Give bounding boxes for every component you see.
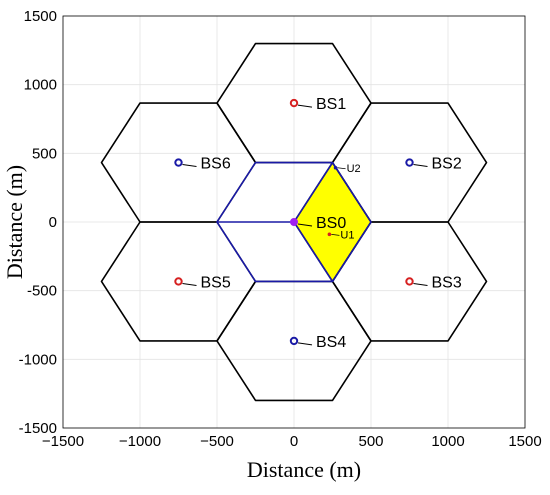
user-pointer-u2 (337, 167, 346, 170)
x-tick-label: 500 (358, 433, 383, 450)
y-tick-label: 1500 (24, 8, 57, 25)
user-pointer-u1 (331, 233, 340, 236)
label-pointer-bs6 (182, 164, 197, 168)
label-pointer-bs1 (297, 104, 313, 108)
x-tick-label: 1500 (508, 433, 541, 450)
y-tick-label: -1500 (19, 420, 57, 437)
label-bs5: BS5 (201, 274, 231, 291)
x-tick-label: 1000 (431, 433, 464, 450)
label-pointer-bs4 (297, 342, 313, 346)
center-cell-division (293, 162, 334, 223)
label-pointer-bs5 (182, 282, 197, 286)
x-tick-label: −500 (200, 433, 234, 450)
label-pointer-bs0 (297, 223, 313, 227)
marker-bs6 (174, 158, 183, 167)
user-label-u1: U1 (340, 229, 354, 241)
center-cell-division (293, 221, 334, 282)
label-bs3: BS3 (432, 274, 462, 291)
y-tick-label: -500 (27, 283, 57, 300)
x-tick-label: −1500 (42, 433, 84, 450)
y-tick-label: 0 (49, 214, 57, 231)
label-bs6: BS6 (201, 156, 231, 173)
y-tick-label: -1000 (19, 351, 57, 368)
x-tick-labels: −1500 −1000 −500 0 500 1000 1500 (42, 433, 542, 450)
label-bs2: BS2 (432, 156, 462, 173)
y-tick-label: 500 (32, 145, 57, 162)
center-cell-inner-hexagon (216, 161, 372, 283)
label-bs0: BS0 (316, 215, 346, 232)
marker-bs4 (289, 336, 299, 346)
x-axis-label: Distance (m) (247, 457, 361, 482)
y-tick-labels: -1500 -1000 -500 0 500 1000 1500 (19, 8, 57, 437)
label-bs4: BS4 (316, 334, 346, 351)
marker-bs0 (290, 218, 298, 226)
label-bs1: BS1 (316, 96, 346, 113)
user-marker-u1 (327, 232, 332, 237)
user-label-u2: U2 (347, 163, 361, 175)
label-pointer-bs2 (413, 164, 428, 168)
station-markers: BS0 BS1 BS2 BS3 BS4 BS5 BS6 U1 U2 (174, 96, 462, 351)
x-tick-label: 0 (290, 433, 298, 450)
y-tick-label: 1000 (24, 77, 57, 94)
y-axis-label: Distance (m) (2, 165, 27, 279)
marker-bs1 (289, 98, 299, 108)
user-marker-u2 (333, 165, 338, 170)
x-tick-label: −1000 (119, 433, 161, 450)
plot-frame (62, 15, 526, 429)
marker-bs5 (174, 277, 183, 286)
marker-bs2 (405, 158, 414, 167)
label-pointer-bs3 (413, 282, 428, 286)
marker-bs3 (405, 277, 414, 286)
